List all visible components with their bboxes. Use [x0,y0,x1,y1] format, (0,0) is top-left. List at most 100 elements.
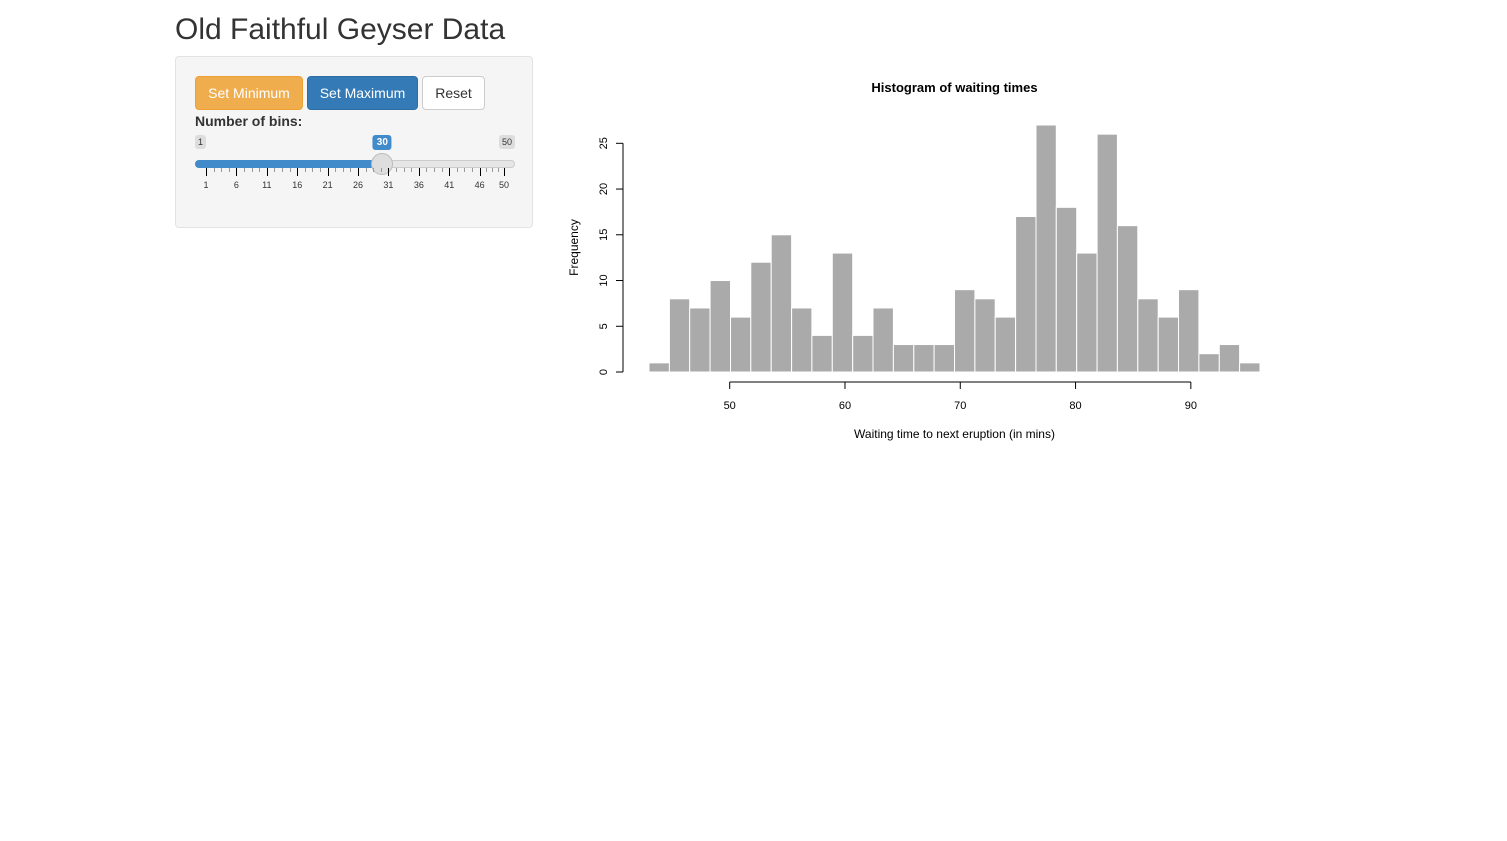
slider-minor-tick [380,168,382,172]
y-tick-label: 20 [598,183,610,195]
slider-tick-label: 26 [353,180,364,190]
slider-minor-tick [485,168,487,172]
slider-major-tick [388,168,390,176]
histogram-bar [750,261,772,373]
histogram-bar [770,234,793,373]
slider-minor-tick [456,168,458,172]
histogram-bar [1137,298,1159,373]
slider-minor-tick [335,168,337,172]
histogram-bar [892,344,915,373]
slider-minor-tick [304,168,306,172]
y-tick-label: 10 [598,274,610,286]
slider-tick-label: 11 [262,180,272,190]
histogram-bar [1055,206,1078,373]
page-title: Old Faithful Geyser Data [175,13,506,46]
slider-value-label: 30 [372,135,392,150]
slider-major-tick [236,168,238,176]
slider-max-label: 50 [498,135,515,149]
slider-major-tick [297,168,299,176]
histogram-bar [1157,316,1179,373]
reset-button[interactable]: Reset [422,76,485,110]
histogram-bar [791,307,813,373]
slider-tick-label: 36 [413,180,424,190]
histogram-bar [1035,124,1057,373]
slider-min-label: 1 [195,135,207,149]
x-tick-label: 60 [839,400,851,412]
histogram-bar [1096,133,1118,373]
slider-minor-tick [342,168,344,172]
histogram-bar [974,298,996,373]
y-tick-label: 5 [598,323,610,329]
sidebar-panel: Set Minimum Set Maximum Reset Number of … [175,56,533,228]
histogram-bar [1015,215,1037,373]
histogram-bar [648,362,670,373]
slider-minor-tick [497,168,499,172]
slider-minor-tick [274,168,276,172]
histogram-bar [1198,353,1220,373]
slider-minor-tick [244,168,245,172]
histogram-bar [811,334,833,373]
histogram-bar [730,316,752,373]
histogram-bar [872,307,894,373]
chart-title: Histogram of waiting times [871,80,1037,95]
x-tick-label: 70 [954,400,966,412]
histogram-bar [913,344,935,373]
slider-tick-label: 21 [322,180,333,190]
slider-minor-tick [396,168,398,172]
slider-tick-label: 46 [474,180,485,190]
slider-minor-tick [251,168,253,172]
slider-major-tick [479,168,481,176]
slider-tick-label: 50 [498,180,510,190]
x-tick-label: 90 [1185,400,1197,412]
x-tick-label: 50 [724,400,736,412]
slider-minor-tick [373,168,375,172]
y-tick-label: 15 [598,229,610,241]
set-maximum-button[interactable]: Set Maximum [307,76,418,110]
x-tick-label: 80 [1069,400,1081,412]
slider-minor-tick [403,168,405,172]
histogram-bar [1177,289,1200,373]
slider-minor-tick [221,168,223,172]
slider-tick-label: 41 [444,180,455,190]
bins-slider-label: Number of bins: [195,113,303,129]
histogram-bar [1239,362,1261,373]
slider-minor-tick [464,168,466,172]
histogram-bar [852,334,874,373]
slider-major-tick [206,168,207,176]
bins-slider[interactable]: 1 50 30 1 6 11 16 21 26 31 36 41 46 50 [195,135,515,205]
slider-minor-tick [320,168,322,172]
histogram-bar [831,252,854,373]
slider-tick-label: 1 [203,180,209,190]
slider-handle[interactable] [371,153,394,175]
histogram-bar [689,307,711,373]
slider-minor-tick [228,168,230,172]
slider-major-tick [266,168,268,176]
slider-minor-tick [282,168,284,172]
set-minimum-button[interactable]: Set Minimum [195,76,303,110]
slider-tick-label: 16 [292,180,303,190]
slider-major-tick [504,168,505,176]
histogram-bar [994,316,1017,373]
slider-major-tick [327,168,329,176]
slider-grid: 1 6 11 16 21 26 31 36 41 46 50 [195,168,515,198]
slider-minor-tick [472,168,474,172]
slider-tick-label: 6 [233,180,239,190]
histogram-bar [1116,225,1139,373]
x-axis-label: Waiting time to next eruption (in mins) [854,427,1055,441]
slider-major-tick [358,168,360,176]
slider-minor-tick [411,168,413,172]
slider-minor-tick [434,168,436,172]
histogram-bar [1218,344,1241,373]
y-tick-label: 0 [598,369,610,375]
slider-major-tick [418,168,420,176]
y-axis-label: Frequency [567,219,581,276]
histogram-bar [1076,252,1098,373]
slider-minor-tick [289,168,291,172]
slider-major-tick [449,168,451,176]
slider-minor-tick [350,168,352,172]
histogram-bar [709,280,732,373]
slider-minor-tick [365,168,367,172]
slider-tick-label: 31 [383,180,394,190]
histogram-bar [668,298,691,373]
